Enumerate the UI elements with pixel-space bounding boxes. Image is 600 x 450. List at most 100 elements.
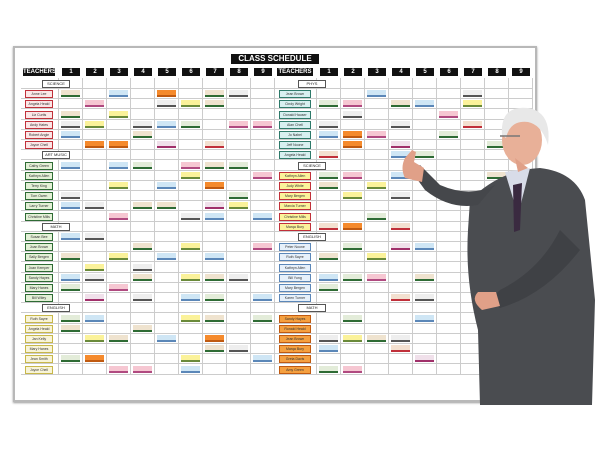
class-card[interactable] [391,243,410,251]
class-card[interactable] [415,314,434,322]
class-card[interactable] [319,182,338,189]
class-card[interactable] [109,212,128,220]
class-card[interactable] [205,141,224,149]
class-card[interactable] [109,284,128,291]
teacher-name[interactable]: Jean Brown [279,90,311,99]
teacher-name[interactable]: Joyce Chell [25,365,53,374]
class-card[interactable] [157,90,176,98]
class-card[interactable] [205,345,224,353]
teacher-name[interactable]: Susan Bee [25,233,53,241]
teacher-name[interactable]: Angela Heald [25,324,53,333]
teacher-name[interactable]: Cathy Green [25,161,53,170]
class-card[interactable] [415,273,434,281]
teacher-name[interactable]: Jo Nabel [279,131,311,139]
class-card[interactable] [109,365,128,373]
class-card[interactable] [391,120,410,128]
class-card[interactable] [85,335,104,342]
teacher-name[interactable]: Kathryn Allen [25,171,53,180]
teacher-name[interactable]: Bill Wiley [25,294,53,303]
class-card[interactable] [439,131,458,138]
class-card[interactable] [181,365,200,373]
class-card[interactable] [229,202,248,210]
class-card[interactable] [229,192,248,200]
class-card[interactable] [391,294,410,302]
class-card[interactable] [109,182,128,189]
teacher-name[interactable]: Angela Heald [25,100,53,109]
teacher-name[interactable]: Angela Heald [279,151,311,160]
class-card[interactable] [391,335,410,342]
class-card[interactable] [181,273,200,281]
class-card[interactable] [343,192,362,200]
class-card[interactable] [343,273,362,281]
class-card[interactable] [157,253,176,261]
class-card[interactable] [343,335,362,342]
teacher-name[interactable]: Ruth Sayre [25,314,53,323]
class-card[interactable] [319,365,338,373]
class-card[interactable] [85,100,104,108]
class-card[interactable] [181,120,200,128]
class-card[interactable] [463,100,482,108]
class-card[interactable] [61,110,80,118]
class-card[interactable] [253,171,272,179]
class-card[interactable] [61,131,80,138]
class-card[interactable] [61,90,80,98]
class-card[interactable] [133,202,152,210]
class-card[interactable] [319,345,338,353]
class-card[interactable] [415,100,434,108]
class-card[interactable] [253,243,272,251]
class-card[interactable] [85,355,104,363]
class-card[interactable] [157,202,176,210]
class-card[interactable] [109,90,128,98]
teacher-name[interactable]: Liz Curtis [25,110,53,119]
teacher-name[interactable]: Cindy Wright [279,100,311,109]
teacher-name[interactable]: Mary Bergen [279,284,311,292]
teacher-name[interactable]: Sally Bergen [25,253,53,262]
class-card[interactable] [415,243,434,251]
teacher-name[interactable]: Karen Turner [279,294,311,303]
class-card[interactable] [205,202,224,210]
class-card[interactable] [205,253,224,261]
class-card[interactable] [133,131,152,138]
class-card[interactable] [61,202,80,210]
class-card[interactable] [319,253,338,261]
class-card[interactable] [343,141,362,149]
class-card[interactable] [319,100,338,108]
class-card[interactable] [367,90,386,98]
teacher-name[interactable]: Judy White [279,182,311,190]
class-card[interactable] [133,161,152,169]
class-card[interactable] [133,243,152,251]
class-card[interactable] [181,243,200,251]
teacher-name[interactable]: Marcia Turner [279,202,311,211]
teacher-name[interactable]: Sandy Hayes [25,273,53,282]
class-card[interactable] [157,335,176,342]
class-card[interactable] [367,182,386,189]
class-card[interactable] [205,182,224,189]
class-card[interactable] [343,100,362,108]
teacher-name[interactable]: Mary Bergen [279,192,311,201]
teacher-name[interactable]: Marqa Bury [279,345,311,354]
class-card[interactable] [343,110,362,118]
class-card[interactable] [319,273,338,281]
class-card[interactable] [415,355,434,363]
class-card[interactable] [109,110,128,118]
class-card[interactable] [205,212,224,220]
class-card[interactable] [61,161,80,169]
class-card[interactable] [85,314,104,322]
class-card[interactable] [133,120,152,128]
class-card[interactable] [487,141,506,149]
class-card[interactable] [205,335,224,342]
teacher-name[interactable]: Larry Turner [25,202,53,211]
class-card[interactable] [109,253,128,261]
class-card[interactable] [85,202,104,210]
class-card[interactable] [61,355,80,363]
class-card[interactable] [61,273,80,281]
class-card[interactable] [319,131,338,138]
class-card[interactable] [343,365,362,373]
class-card[interactable] [229,345,248,353]
class-card[interactable] [391,222,410,230]
teacher-name[interactable]: Kathryn Allen [279,171,311,180]
teacher-name[interactable]: Christine Mills [279,212,311,221]
teacher-name[interactable]: Jean Smith [25,355,53,364]
teacher-name[interactable]: Jeff Noone [279,141,311,150]
class-card[interactable] [109,161,128,169]
